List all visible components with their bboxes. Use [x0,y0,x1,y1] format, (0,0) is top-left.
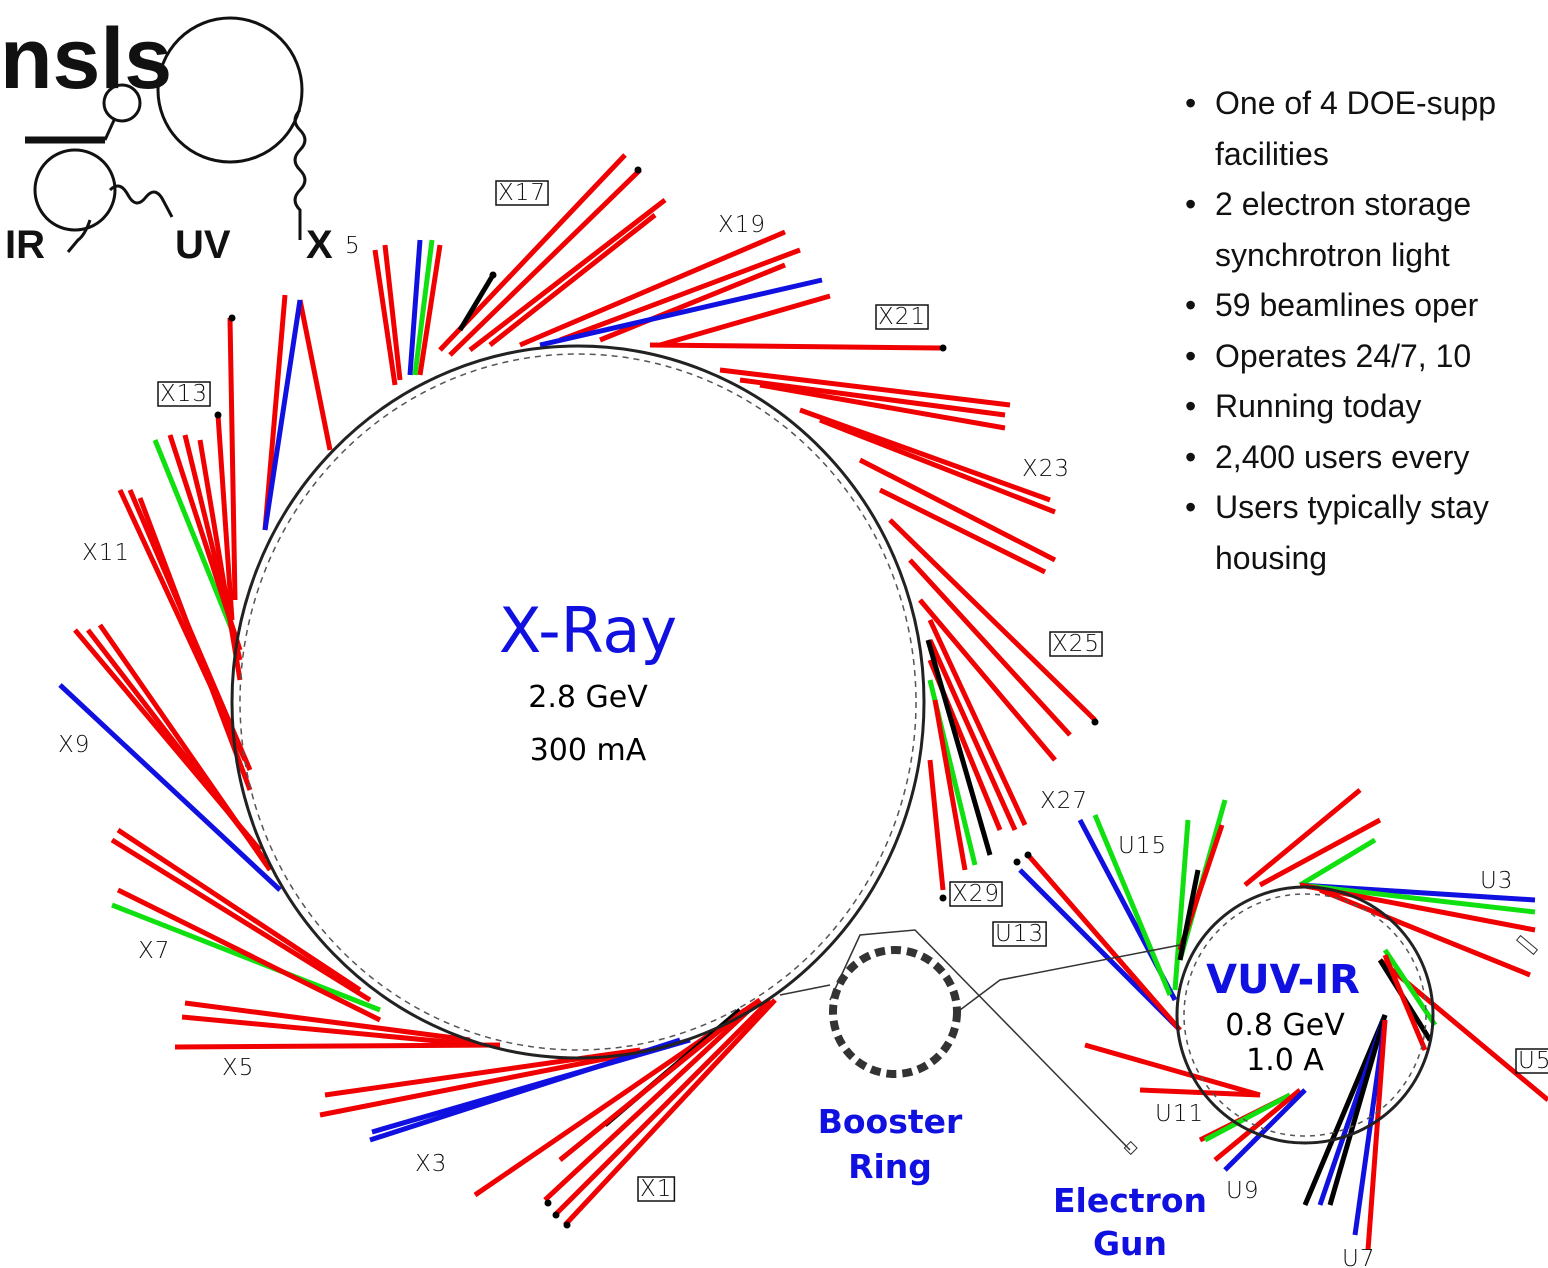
beamline-label: X17 [498,180,546,206]
endpoint [940,345,947,352]
beamline-label: X21 [878,304,926,330]
endpoint [545,1200,552,1207]
beamline-label: X29 [952,881,1000,907]
beamline [175,1045,500,1047]
beamline [1028,855,1180,1030]
bullet-text: housing [1215,533,1548,584]
beamline-label: X19 [718,212,766,238]
beamline [1085,1045,1260,1095]
bullet-text: 2,400 users every [1215,432,1548,483]
beamline-label: U7 [1342,1246,1375,1268]
endpoint [215,412,222,419]
beamline [1225,1090,1305,1170]
endpoint [1092,719,1099,726]
beamline-label: U5 [1518,1048,1548,1074]
beamline [230,318,235,600]
bullet-text: 2 electron storage [1215,179,1548,230]
xray-energy: 2.8 GeV [528,680,648,715]
beamline [1300,840,1375,885]
bullet-text: Running today [1215,381,1548,432]
endpoint [564,1222,571,1229]
beamline-label: 5 [345,233,361,259]
beamline-label: X3 [415,1151,447,1177]
bullet-list: One of 4 DOE-suppfacilities2 electron st… [1185,78,1548,583]
xray-current: 300 mA [530,733,647,768]
endpoint [490,272,497,279]
beamline-label: X25 [1052,631,1100,657]
endpoint [229,315,236,322]
page: { "logo": {"title": "nsls", "ir": "IR", … [0,0,1548,1268]
bullet-item: Operates 24/7, 10 [1185,331,1548,382]
beamline [560,1010,745,1160]
beamline-label: X7 [138,938,170,964]
beamline-label: U11 [1155,1101,1204,1127]
beamline-label: X23 [1022,456,1070,482]
gun-icon [1124,1142,1137,1155]
beamline [650,345,940,348]
xray-name: X-Ray [499,594,677,667]
bullet-text: One of 4 DOE-supp [1215,78,1548,129]
endpoint [1025,852,1032,859]
endpoint [1014,859,1021,866]
beamline-label: X27 [1040,788,1088,814]
beamline-label: X13 [160,381,208,407]
bullet-item: One of 4 DOE-suppfacilities [1185,78,1548,179]
bullet-item: Running today [1185,381,1548,432]
component [1517,936,1538,955]
booster-label: Booster [818,1102,963,1141]
beamline [930,760,943,890]
endpoint [940,895,947,902]
vuv-current: 1.0 A [1246,1043,1324,1078]
beamline-label: U3 [1480,868,1513,894]
logo-title: nsls [0,11,172,107]
beamline-label: X1 [640,1176,672,1202]
beamline-label: X9 [58,732,90,758]
booster-ring [833,950,957,1074]
beamline-label: U9 [1226,1178,1259,1204]
beamline [300,300,330,450]
gun-label: Gun [1093,1224,1167,1263]
beamline-label: X5 [222,1055,254,1081]
endpoint [635,167,642,174]
beamline [600,265,785,340]
gun-label: Electron [1053,1181,1207,1220]
logo-ir: IR [5,223,45,267]
bullet-item: 59 beamlines oper [1185,280,1548,331]
vuv-energy: 0.8 GeV [1225,1008,1345,1043]
beamline [930,620,1025,825]
bullet-text: facilities [1215,129,1548,180]
vuv-name: VUV-IR [1206,957,1360,1003]
booster-label: Ring [848,1147,932,1186]
bullet-text: Operates 24/7, 10 [1215,331,1548,382]
beamline [545,1000,760,1200]
logo-x: X [306,223,333,267]
bullet-text: 59 beamlines oper [1215,280,1548,331]
bullet-text: synchrotron light [1215,230,1548,281]
bullet-text: Users typically stay [1215,482,1548,533]
beamline-label: U15 [1118,833,1167,859]
beamline [890,520,1095,720]
endpoint [553,1212,560,1219]
logo-uv: UV [175,223,231,267]
beamline-label: X11 [82,540,130,566]
beamline [800,410,1050,500]
beamline-label: U13 [995,921,1044,947]
bullet-item: 2,400 users every [1185,432,1548,483]
